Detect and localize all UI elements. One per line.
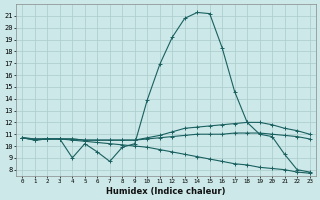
X-axis label: Humidex (Indice chaleur): Humidex (Indice chaleur)	[106, 187, 226, 196]
